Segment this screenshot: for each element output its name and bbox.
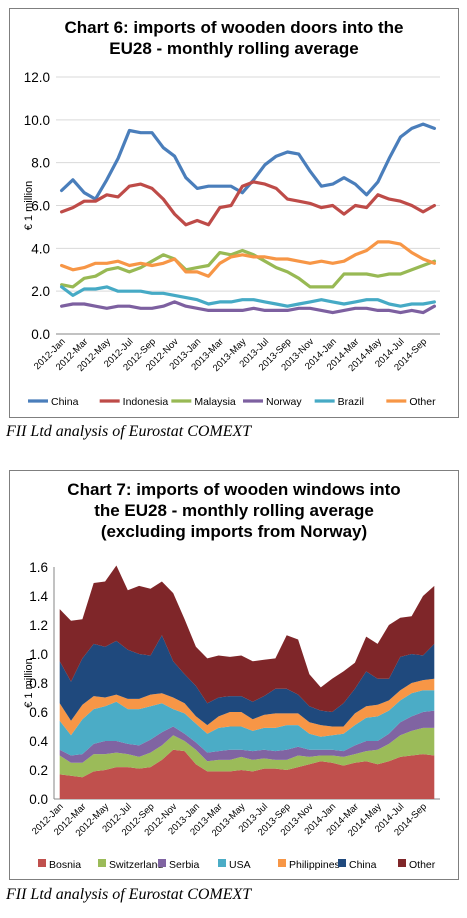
chart-6-panel: Chart 6: imports of wooden doors into th… <box>9 8 459 418</box>
chart-7-y-axis-label: € 1 million <box>23 658 35 708</box>
chart-7-legend-label: Philippines <box>289 859 340 871</box>
chart-6-line-indonesia <box>60 180 436 227</box>
chart-6-legend-label: Norway <box>266 396 302 408</box>
chart-7-legend-label: Bosnia <box>49 859 81 871</box>
chart-7-title-line-3: (excluding imports from Norway) <box>100 522 368 541</box>
chart-6-line-brazil <box>60 285 436 308</box>
chart-6-y-tick-label: 0.0 <box>31 327 50 342</box>
chart-7-y-tick-label: 1.4 <box>29 589 48 604</box>
chart-6-legend-label: Indonesia <box>123 396 169 408</box>
chart-7-legend-swatch <box>158 859 166 867</box>
chart-7-legend-swatch <box>398 859 406 867</box>
chart-7-legend-swatch <box>338 859 346 867</box>
chart-7-legend-label: USA <box>229 859 251 871</box>
chart-7-legend-swatch <box>218 859 226 867</box>
chart-6-legend-label: Other <box>409 396 436 408</box>
chart-7-legend-label: Serbia <box>169 859 200 871</box>
chart-7-legend-item-switzerland: Switzerland <box>98 859 163 871</box>
chart-7-source-caption: FII Ltd analysis of Eurostat COMEXT <box>6 886 252 903</box>
chart-6-legend-label: Brazil <box>338 396 364 408</box>
chart-7-area-bosnia <box>59 749 435 799</box>
chart-6-legend-item-china: China <box>28 396 79 408</box>
chart-6-legend-item-brazil: Brazil <box>314 396 364 408</box>
chart-7-y-tick-label: 0.0 <box>29 792 48 807</box>
chart-7-y-tick-label: 0.8 <box>29 676 48 691</box>
chart-7-legend-swatch <box>98 859 106 867</box>
chart-6-y-axis-label: € 1 million <box>23 181 35 231</box>
chart-7-legend-label: Switzerland <box>109 859 163 871</box>
chart-7-legend-swatch <box>278 859 286 867</box>
chart-7-y-tick-label: 1.2 <box>29 618 48 633</box>
chart-7-y-tick-label: 1.6 <box>29 560 48 575</box>
chart-7-y-tick-label: 0.4 <box>29 734 48 749</box>
chart-7-area-philippines <box>59 678 435 737</box>
chart-6-line-norway <box>60 300 436 315</box>
chart-6-legend-item-norway: Norway <box>243 396 302 408</box>
chart-6-legend-item-indonesia: Indonesia <box>99 396 169 408</box>
chart-7-y-tick-label: 0.2 <box>29 763 48 778</box>
chart-7-legend-label: Other <box>409 859 436 871</box>
chart-7-y-tick-label: 1.0 <box>29 647 48 662</box>
chart-6-y-tick-label: 10.0 <box>24 113 50 128</box>
chart-7-legend-item-serbia: Serbia <box>158 859 200 871</box>
chart-7-legend-item-china: China <box>338 859 377 871</box>
chart-7-area-usa <box>59 690 435 756</box>
chart-7-area-china <box>59 635 435 727</box>
chart-7-title-line-1: Chart 7: imports of wooden windows into <box>67 480 401 499</box>
chart-7-legend-swatch <box>38 859 46 867</box>
chart-7-legend-item-bosnia: Bosnia <box>38 859 81 871</box>
chart-6-title-line-2: EU28 - monthly rolling average <box>109 39 359 58</box>
chart-6-y-tick-label: 2.0 <box>31 284 50 299</box>
chart-7-area-other <box>59 565 435 712</box>
chart-7-svg: 0.00.20.40.60.81.01.21.41.6€ 1 million20… <box>23 560 440 871</box>
chart-7-panel: Chart 7: imports of wooden windows into … <box>9 470 459 880</box>
chart-7-y-tick-label: 0.6 <box>29 705 48 720</box>
chart-7-title-line-2: the EU28 - monthly rolling average <box>94 501 374 520</box>
chart-6-legend-label: China <box>51 396 79 408</box>
chart-6-source-caption: FII Ltd analysis of Eurostat COMEXT <box>6 423 252 440</box>
chart-7-area-switzerland <box>59 727 435 778</box>
chart-6-svg: 0.02.04.06.08.010.012.0€ 1 million2012-J… <box>23 70 440 408</box>
chart-6-y-tick-label: 6.0 <box>31 199 50 214</box>
chart-6-y-tick-label: 4.0 <box>31 241 50 256</box>
chart-6-line-other <box>60 240 436 278</box>
chart-7-legend-label: China <box>349 859 377 871</box>
chart-6-y-tick-label: 8.0 <box>31 156 50 171</box>
chart-6-title: Chart 6: imports of wooden doors into th… <box>10 17 458 59</box>
chart-6-y-tick-label: 12.0 <box>24 70 50 85</box>
chart-7-legend-item-usa: USA <box>218 859 251 871</box>
chart-7-area-serbia <box>59 710 435 763</box>
chart-6-legend-item-other: Other <box>386 396 436 408</box>
chart-6-title-line-1: Chart 6: imports of wooden doors into th… <box>64 18 404 37</box>
chart-6-line-china <box>60 122 436 201</box>
chart-7-legend-item-philippines: Philippines <box>278 859 340 871</box>
chart-6-line-malaysia <box>60 248 436 289</box>
chart-7-legend-item-other: Other <box>398 859 436 871</box>
chart-7-title: Chart 7: imports of wooden windows into … <box>10 479 458 542</box>
chart-6-legend-item-malaysia: Malaysia <box>171 396 236 408</box>
chart-6-legend-label: Malaysia <box>194 396 236 408</box>
